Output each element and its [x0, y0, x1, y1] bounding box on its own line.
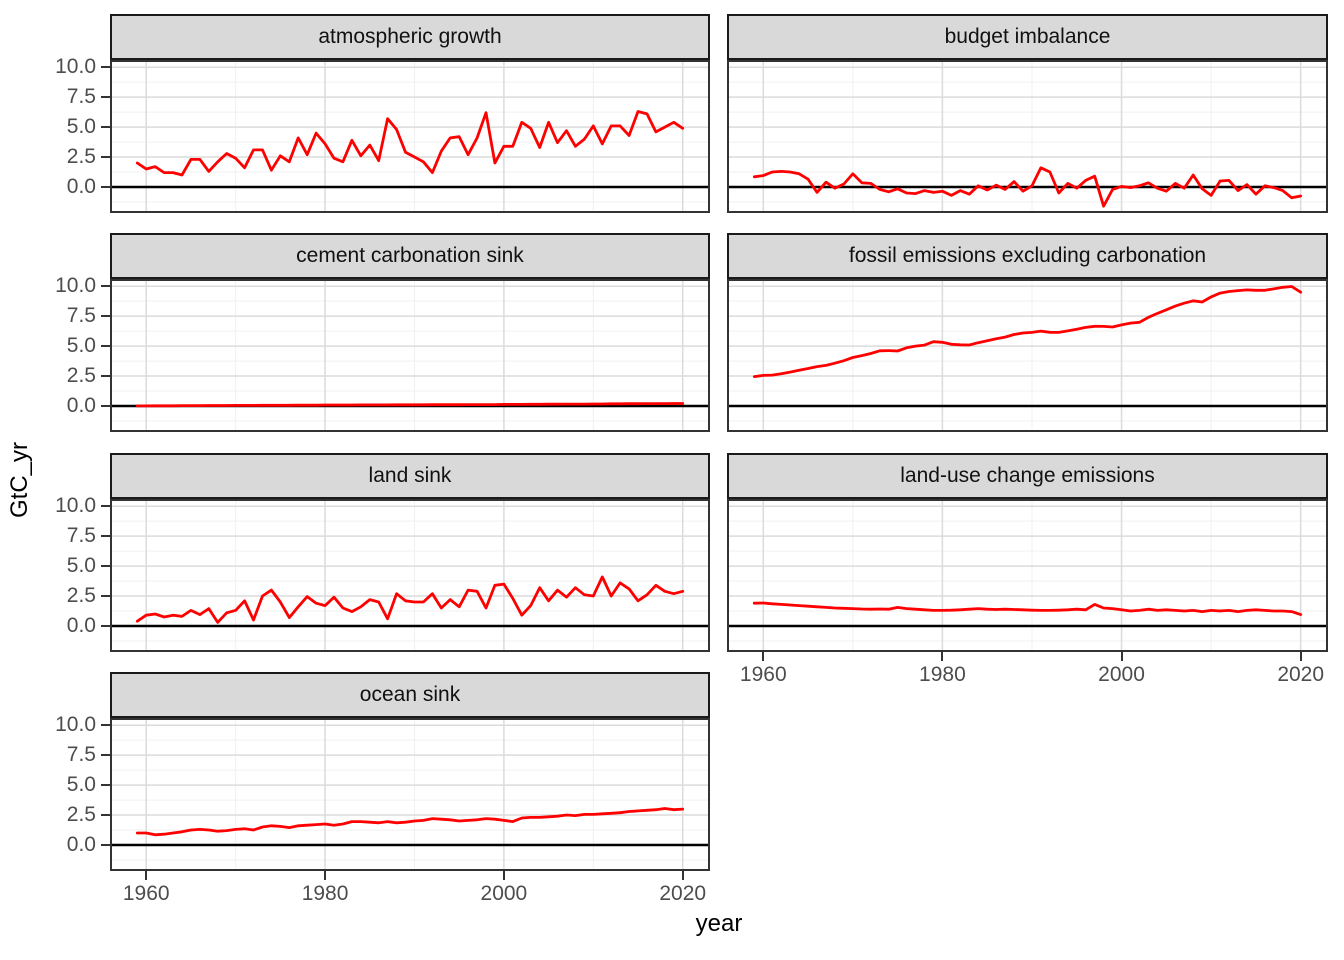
y-tick-label: 0.0 — [66, 614, 96, 637]
facet-plot-area — [110, 279, 710, 432]
y-tick-mark — [101, 186, 110, 188]
x-axis-title: year — [695, 910, 743, 937]
y-tick-label: 7.5 — [66, 743, 96, 767]
facet-panel-cement-carbonation-sink — [110, 279, 710, 432]
data-line — [135, 575, 685, 624]
x-tick-mark — [502, 871, 505, 880]
facet-strip-atmospheric-growth: atmospheric growth — [110, 14, 710, 60]
facet-panel-land-sink — [110, 499, 710, 652]
x-tick-label: 2000 — [1098, 663, 1145, 686]
facet-strip-fossil-emissions-excluding-carbonation: fossil emissions excluding carbonation — [727, 233, 1328, 279]
y-tick-mark — [101, 405, 110, 407]
facet-strip-label: cement carbonation sink — [296, 244, 524, 267]
y-tick-mark — [101, 66, 110, 69]
facet-panel-atmospheric-growth — [110, 60, 710, 213]
facet-strip-label: ocean sink — [359, 683, 461, 706]
x-tick-mark — [681, 871, 684, 880]
facet-plot-area — [110, 499, 710, 652]
y-tick-mark — [101, 285, 110, 288]
y-tick-label: 0.0 — [66, 833, 96, 856]
data-line — [135, 110, 685, 177]
y-tick-label: 0.0 — [66, 394, 96, 417]
facet-plot-area — [110, 718, 710, 871]
facet-strip-label: land sink — [368, 464, 452, 487]
facet-panel-fossil-emissions-excluding-carbonation — [727, 279, 1328, 432]
x-tick-label: 1960 — [122, 882, 170, 905]
facet-strip-cement-carbonation-sink: cement carbonation sink — [110, 233, 710, 279]
facet-strip-label: land-use change emissions — [900, 464, 1155, 487]
x-tick-mark — [762, 652, 765, 661]
y-tick-mark — [101, 375, 110, 378]
y-tick-mark — [101, 784, 110, 787]
y-axis-title: GtC_yr — [6, 442, 33, 519]
y-tick-label: 10.0 — [55, 55, 96, 79]
y-tick-label: 2.5 — [66, 145, 96, 169]
facet-strip-label: fossil emissions excluding carbonation — [848, 244, 1207, 267]
facet-strip-budget-imbalance: budget imbalance — [727, 14, 1328, 60]
y-tick-label: 7.5 — [66, 85, 96, 109]
y-tick-label: 0.0 — [66, 175, 96, 198]
data-line — [135, 402, 685, 408]
x-tick-label: 1980 — [301, 882, 349, 905]
y-tick-label: 5.0 — [66, 554, 96, 578]
facet-strip-land-use-change-emissions: land-use change emissions — [727, 453, 1328, 499]
y-tick-mark — [101, 724, 110, 727]
data-line — [752, 601, 1303, 616]
x-tick-label: 2020 — [659, 882, 707, 905]
facet-strip-ocean-sink: ocean sink — [110, 672, 710, 718]
data-line — [135, 807, 685, 837]
y-tick-mark — [101, 505, 110, 508]
x-tick-mark — [324, 871, 327, 880]
facet-panel-budget-imbalance — [727, 60, 1328, 213]
x-tick-label: 2000 — [480, 882, 528, 905]
x-tick-label: 1980 — [919, 663, 966, 686]
x-tick-mark — [1120, 652, 1123, 661]
facet-plot-area — [110, 60, 710, 213]
x-tick-label: 2020 — [1277, 663, 1325, 686]
x-tick-mark — [941, 652, 944, 661]
y-tick-mark — [101, 814, 110, 817]
y-tick-mark — [101, 844, 110, 846]
y-tick-label: 2.5 — [66, 803, 96, 827]
y-tick-label: 10.0 — [55, 494, 96, 518]
facet-strip-label: budget imbalance — [944, 25, 1111, 48]
y-tick-mark — [101, 315, 110, 318]
y-tick-label: 5.0 — [66, 115, 96, 139]
facet-strip-label: atmospheric growth — [318, 25, 502, 48]
x-tick-label: 1960 — [739, 663, 787, 686]
y-tick-label: 2.5 — [66, 584, 96, 608]
facet-plot-area — [727, 279, 1328, 432]
facet-strip-land-sink: land sink — [110, 453, 710, 499]
y-tick-mark — [101, 754, 110, 757]
facet-panel-land-use-change-emissions — [727, 499, 1328, 652]
y-tick-label: 7.5 — [66, 524, 96, 548]
y-tick-label: 5.0 — [66, 773, 96, 797]
y-tick-mark — [101, 126, 110, 129]
y-tick-mark — [101, 535, 110, 538]
x-tick-mark — [1299, 652, 1302, 661]
data-line — [752, 166, 1303, 208]
y-tick-mark — [101, 96, 110, 99]
y-tick-mark — [101, 565, 110, 568]
facet-plot-area — [727, 499, 1328, 652]
y-tick-mark — [101, 595, 110, 598]
y-tick-label: 5.0 — [66, 334, 96, 358]
facet-plot-area — [727, 60, 1328, 213]
y-tick-mark — [101, 156, 110, 159]
x-tick-mark — [145, 871, 148, 880]
y-tick-mark — [101, 625, 110, 627]
y-tick-label: 7.5 — [66, 304, 96, 328]
data-line — [752, 285, 1303, 378]
y-tick-label: 10.0 — [55, 713, 96, 737]
facet-panel-ocean-sink — [110, 718, 710, 871]
y-tick-label: 10.0 — [55, 274, 96, 298]
y-tick-mark — [101, 345, 110, 348]
y-tick-label: 2.5 — [66, 364, 96, 388]
